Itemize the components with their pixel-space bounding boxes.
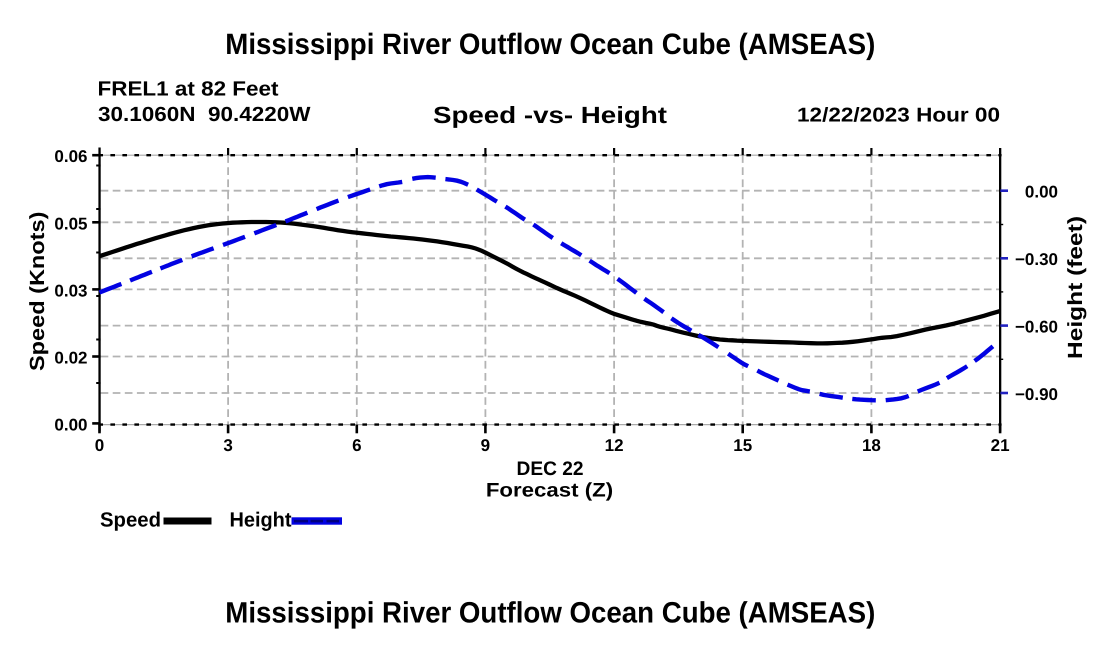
svg-text:0: 0	[95, 436, 104, 455]
svg-text:Mississippi River Outflow Ocea: Mississippi River Outflow Ocean Cube (AM…	[225, 28, 875, 61]
svg-text:Speed: Speed	[100, 509, 161, 532]
svg-text:FREL1 at 82 Feet: FREL1 at 82 Feet	[98, 77, 279, 100]
svg-text:0.00: 0.00	[1025, 183, 1058, 202]
svg-text:15: 15	[733, 436, 752, 455]
svg-text:−0.90: −0.90	[1015, 385, 1058, 404]
svg-text:6: 6	[352, 436, 361, 455]
svg-text:Forecast (Z): Forecast (Z)	[486, 480, 613, 502]
svg-text:Speed (Knots): Speed (Knots)	[26, 212, 49, 372]
svg-text:Height (feet): Height (feet)	[1064, 216, 1087, 359]
svg-text:12/22/2023 Hour 00: 12/22/2023 Hour 00	[797, 105, 1000, 127]
svg-text:0.03: 0.03	[54, 281, 87, 300]
svg-text:12: 12	[605, 436, 624, 455]
svg-text:−0.30: −0.30	[1015, 250, 1058, 269]
svg-text:0.00: 0.00	[54, 415, 87, 434]
svg-text:30.1060N 90.4220W: 30.1060N 90.4220W	[98, 103, 311, 126]
svg-text:Speed -vs- Height: Speed -vs- Height	[433, 102, 667, 128]
svg-text:18: 18	[862, 436, 881, 455]
svg-text:0.05: 0.05	[54, 214, 87, 233]
svg-text:−0.60: −0.60	[1015, 318, 1058, 337]
svg-text:9: 9	[481, 436, 490, 455]
svg-text:Height: Height	[230, 509, 292, 532]
svg-text:21: 21	[991, 436, 1010, 455]
svg-text:Mississippi River Outflow Ocea: Mississippi River Outflow Ocean Cube (AM…	[225, 597, 875, 630]
svg-text:0.02: 0.02	[54, 349, 87, 368]
svg-text:3: 3	[223, 436, 232, 455]
svg-text:DEC 22: DEC 22	[517, 458, 584, 480]
svg-text:0.06: 0.06	[54, 147, 87, 166]
